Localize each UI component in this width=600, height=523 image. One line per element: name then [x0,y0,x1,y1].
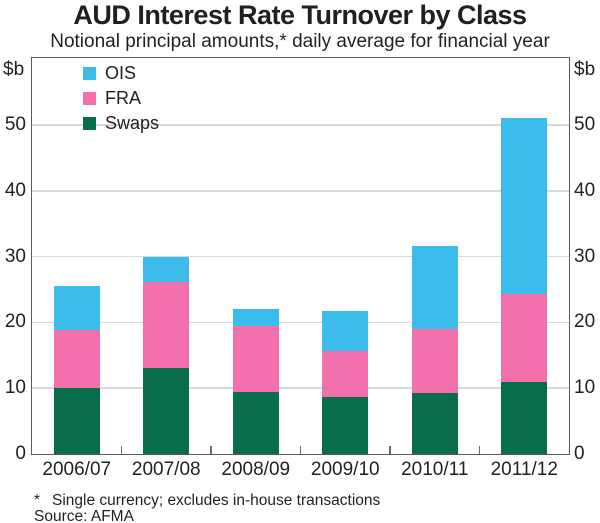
gridline-10 [32,387,569,389]
y-tick-label-left-40: 40 [4,179,26,201]
legend-swatch-swaps [83,117,96,130]
y-tick-label-left-20: 20 [4,311,26,333]
x-axis-tick [210,446,212,454]
bar-segment-ois-2011-12 [501,117,548,295]
y-tick-label-left-50: 50 [4,114,26,136]
legend-label: Swaps [105,113,160,133]
x-category-label: 2008/09 [221,459,291,480]
x-axis-tick [389,446,391,454]
gridline-30 [32,255,569,258]
plot-area: OIS FRA Swaps [31,57,570,455]
x-axis-tick [120,446,123,454]
y-axis-unit-left: $b [3,59,25,80]
bars-layer [32,58,569,454]
gridline-20 [32,321,569,324]
x-category-label: 2010/11 [401,459,469,480]
legend-item-swaps: Swaps [83,114,159,133]
bar-segment-swaps-2010-11 [411,393,458,454]
bar-segment-ois-2010-11 [411,246,458,330]
x-axis-ticks [32,58,569,454]
y-tick-label-left-30: 30 [4,245,26,267]
bar-segment-fra-2011-12 [501,294,548,382]
x-category-label: 2011/12 [490,459,558,480]
bar-segment-fra-2010-11 [411,329,458,394]
bar-segment-ois-2007-08 [143,256,190,282]
bar-segment-ois-2009-10 [322,311,369,351]
bar-segment-fra-2007-08 [143,281,190,368]
footnote-text: Single currency; excludes in-house trans… [52,492,381,509]
legend-item-fra: FRA [83,89,159,108]
y-tick-label-right-20: 20 [574,311,596,333]
y-tick-label-right-10: 10 [574,377,596,399]
chart-subtitle: Notional principal amounts,* daily avera… [50,31,550,52]
y-axis-unit-right: $b [574,59,596,80]
x-category-label: 2006/07 [42,459,112,480]
chart-title: AUD Interest Rate Turnover by Class [73,0,527,30]
bar-segment-fra-2006-07 [53,330,100,389]
bar-segment-swaps-2009-10 [322,396,369,454]
x-axis-tick [299,446,302,454]
x-axis-tick [478,446,481,454]
y-tick-label-right-0: 0 [574,443,585,464]
source-note: Source: AFMA [34,508,134,523]
bar-segment-fra-2008-09 [232,326,279,392]
footnote-marker: * [34,492,41,509]
gridlines [32,58,569,454]
y-tick-label-right-50: 50 [574,114,596,136]
legend-swatch-fra [83,92,96,105]
legend: OIS FRA Swaps [83,64,159,139]
legend-swatch-ois [83,67,96,80]
legend-item-ois: OIS [83,64,159,83]
x-category-label: 2009/10 [310,459,380,480]
y-tick-label-left-0: 0 [15,443,26,464]
x-category-label: 2007/08 [131,459,201,480]
bar-segment-swaps-2008-09 [232,391,279,454]
gridline-40 [32,190,569,192]
bar-segment-fra-2009-10 [322,350,369,397]
bar-segment-swaps-2006-07 [53,388,100,454]
legend-label: OIS [105,63,137,83]
bar-segment-swaps-2007-08 [143,367,190,454]
legend-label: FRA [105,88,141,108]
y-tick-label-left-10: 10 [4,377,26,399]
bar-segment-ois-2006-07 [53,285,100,331]
gridline-50 [32,124,569,126]
bar-segment-swaps-2011-12 [501,381,548,454]
y-tick-label-right-30: 30 [574,245,596,267]
bar-segment-ois-2008-09 [232,308,279,327]
y-tick-label-right-40: 40 [574,179,596,201]
footnote: * Single currency; excludes in-house tra… [34,492,380,509]
